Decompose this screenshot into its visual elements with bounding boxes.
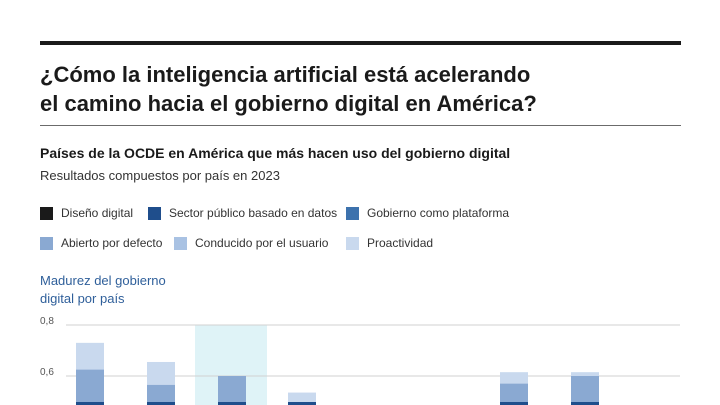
legend-label: Abierto por defecto bbox=[61, 236, 163, 250]
legend-label: Sector público basado en datos bbox=[169, 206, 338, 220]
legend-swatch bbox=[174, 236, 187, 250]
bar-segment-abierto bbox=[500, 383, 528, 405]
legend-item-conducido-por-usuario: Conducido por el usuario bbox=[174, 236, 328, 250]
bar-segment-sector bbox=[571, 402, 599, 405]
chart-subnote: Resultados compuestos por país en 2023 bbox=[40, 168, 280, 183]
legend-label: Diseño digital bbox=[61, 206, 134, 220]
y-tick-label: 0,8 bbox=[40, 316, 54, 327]
page-title: ¿Cómo la inteligencia artificial está ac… bbox=[40, 60, 680, 118]
legend-swatch bbox=[40, 236, 53, 250]
bar-segment-sector bbox=[500, 402, 528, 405]
legend-swatch bbox=[148, 206, 161, 220]
legend-label: Conducido por el usuario bbox=[195, 236, 329, 250]
title-line-2: el camino hacia el gobierno digital en A… bbox=[40, 91, 537, 116]
y-tick-label: 0,6 bbox=[40, 367, 54, 378]
legend-item-gobierno-plataforma: Gobierno como plataforma bbox=[346, 206, 509, 220]
bar-segment-sector bbox=[76, 402, 104, 405]
legend-swatch bbox=[346, 206, 359, 220]
bar-segment-sector bbox=[147, 402, 175, 405]
top-rule bbox=[40, 41, 681, 45]
legend-swatch bbox=[346, 236, 359, 250]
title-line-1: ¿Cómo la inteligencia artificial está ac… bbox=[40, 62, 531, 87]
legend-swatch bbox=[40, 206, 53, 220]
bar-segment-proactividad bbox=[288, 392, 316, 405]
legend-label: Proactividad bbox=[367, 236, 434, 250]
bar-segment-abierto bbox=[218, 376, 246, 405]
bar-segment-sector bbox=[218, 402, 246, 405]
bar-segment-abierto bbox=[571, 376, 599, 405]
legend-label: Gobierno como plataforma bbox=[367, 206, 510, 220]
legend-item-sector-publico: Sector público basado en datos bbox=[148, 206, 337, 220]
chart-subtitle: Países de la OCDE en América que más hac… bbox=[40, 145, 511, 161]
y-axis-label-line-2: digital por país bbox=[40, 291, 125, 306]
bar-segment-abierto bbox=[147, 384, 175, 405]
y-axis-label-line-1: Madurez del gobierno bbox=[40, 273, 166, 288]
title-divider bbox=[40, 125, 681, 126]
legend-item-proactividad: Proactividad bbox=[346, 236, 433, 250]
bar-segment-sector bbox=[288, 402, 316, 405]
legend-item-diseno-digital: Diseño digital bbox=[40, 206, 133, 220]
legend-item-abierto-por-defecto: Abierto por defecto bbox=[40, 236, 162, 250]
y-axis-label: Madurez del gobierno digital por país bbox=[40, 272, 240, 308]
bar-segment-abierto bbox=[76, 369, 104, 405]
